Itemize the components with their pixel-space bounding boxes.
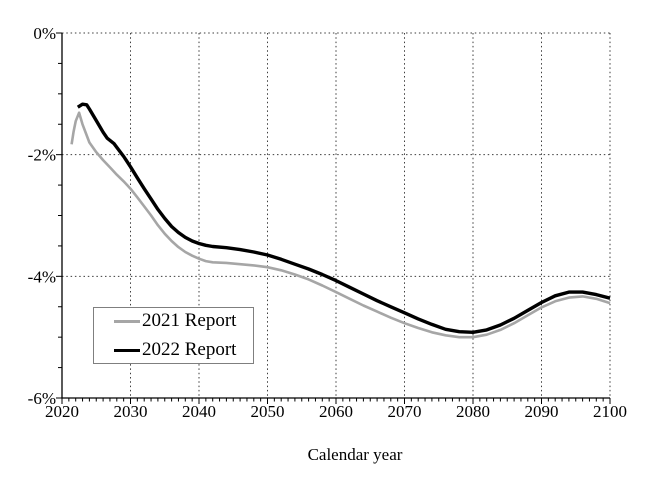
- x-tick-label: 2020: [45, 402, 79, 421]
- x-tick-label: 2050: [251, 402, 285, 421]
- legend: 2021 Report 2022 Report: [93, 307, 254, 364]
- legend-line-sample-gray: [114, 319, 140, 323]
- x-tick-label: 2070: [388, 402, 422, 421]
- series-line-2022-report: [76, 102, 611, 334]
- legend-entry-2021-report: 2021 Report: [114, 310, 253, 332]
- x-tick-label: 2040: [182, 402, 216, 421]
- y-tick-label: -4%: [28, 267, 56, 286]
- legend-label: 2021 Report: [142, 310, 237, 331]
- legend-line-sample-black: [114, 348, 140, 352]
- x-tick-label: 2090: [525, 402, 559, 421]
- legend-entry-2022-report: 2022 Report: [114, 339, 253, 361]
- x-axis-title: Calendar year: [307, 445, 403, 464]
- y-tick-label: -2%: [28, 146, 56, 165]
- x-tick-label: 2030: [114, 402, 148, 421]
- y-tick-label: -6%: [28, 389, 56, 408]
- legend-label: 2022 Report: [142, 339, 237, 360]
- series-line-2021-report: [70, 111, 611, 339]
- x-tick-label: 2080: [456, 402, 490, 421]
- x-tick-label: 2060: [319, 402, 353, 421]
- y-tick-label: 0%: [33, 24, 56, 43]
- x-tick-label: 2100: [593, 402, 627, 421]
